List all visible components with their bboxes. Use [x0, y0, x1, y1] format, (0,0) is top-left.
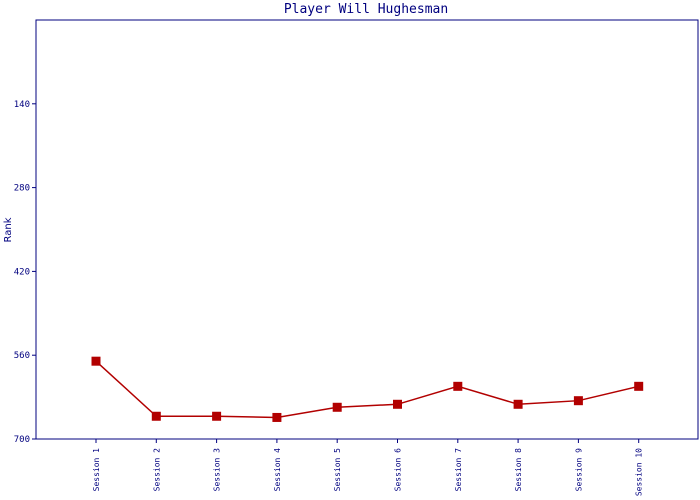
x-tick-label: Session 10	[635, 448, 644, 496]
data-point-marker	[634, 381, 644, 391]
y-tick-label: 560	[14, 351, 30, 361]
x-tick-label: Session 9	[574, 448, 583, 492]
x-tick-label: Session 7	[454, 448, 463, 492]
y-axis-label: Rank	[3, 217, 14, 242]
data-point-marker	[91, 356, 101, 366]
data-point-marker	[513, 399, 523, 409]
x-tick-label: Session 6	[394, 448, 403, 492]
x-tick-label: Session 3	[213, 448, 222, 492]
data-point-marker	[573, 396, 583, 406]
chart-title: Player Will Hughesman	[284, 2, 448, 17]
y-tick-label: 420	[14, 267, 30, 277]
data-point-marker	[453, 381, 463, 391]
x-tick-label: Session 4	[273, 448, 282, 492]
y-tick-label: 280	[14, 184, 30, 194]
x-tick-label: Session 1	[92, 448, 101, 492]
y-tick-label: 700	[14, 435, 30, 445]
plot-frame	[35, 19, 699, 440]
data-point-marker	[151, 411, 161, 421]
x-tick-label: Session 2	[152, 448, 161, 492]
y-tick-label: 140	[14, 100, 30, 110]
x-tick-label: Session 8	[514, 448, 523, 492]
series-layer	[91, 356, 644, 422]
series-line	[95, 360, 639, 419]
data-point-marker	[272, 412, 282, 422]
x-ticks: Session 1 Session 2 Session 3 Session 4 Sess…	[92, 439, 644, 496]
y-ticks: 140 280 420 560 700	[14, 100, 36, 445]
data-point-marker	[212, 411, 222, 421]
x-tick-label: Session 5	[333, 448, 342, 492]
data-point-marker	[393, 399, 402, 409]
data-point-marker	[332, 402, 342, 412]
